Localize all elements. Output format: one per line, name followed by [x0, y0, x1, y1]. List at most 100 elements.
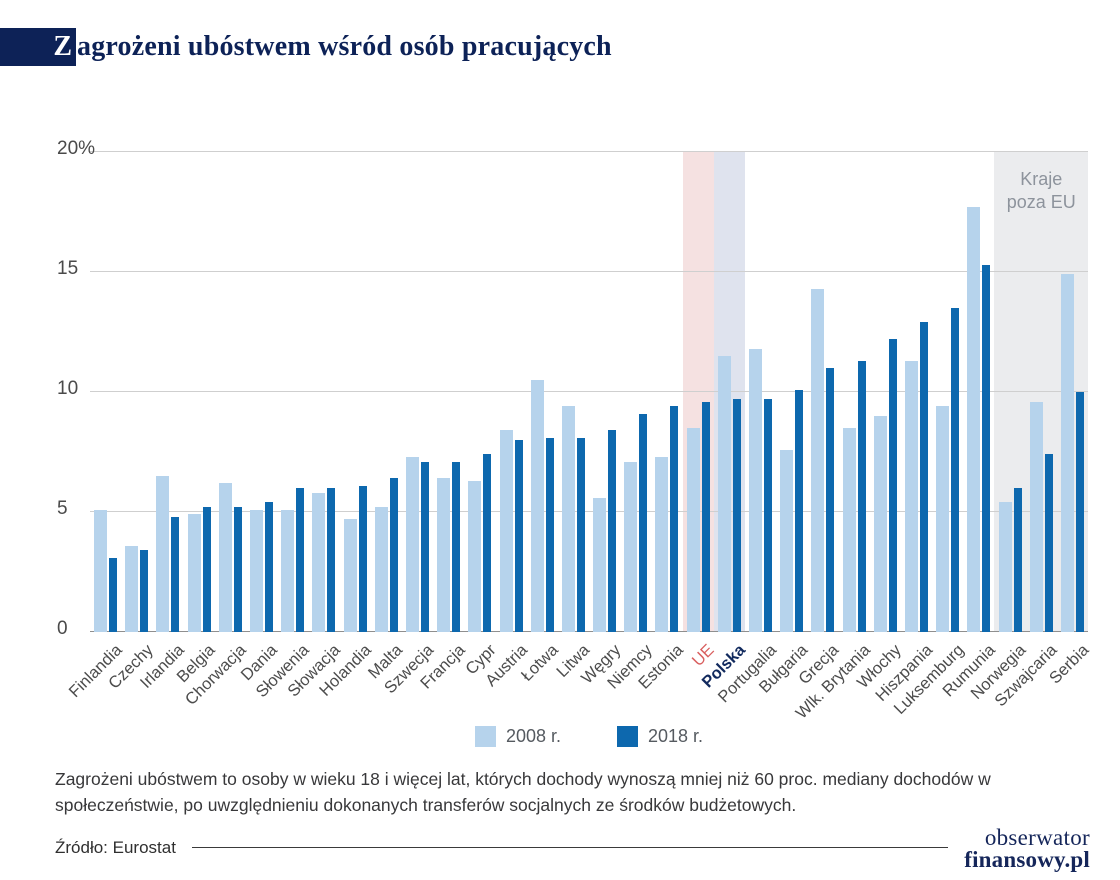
- bar-2018: [732, 399, 741, 632]
- bar-group: Portugalia: [715, 152, 780, 706]
- legend-swatch-2008: [474, 726, 496, 747]
- bar-2008: [904, 360, 918, 632]
- bar-group: Słowacja: [284, 152, 344, 700]
- legend-item-2018: 2018 r.: [617, 726, 703, 747]
- title-accent-block: Z: [0, 28, 76, 66]
- bar-2018: [1013, 488, 1022, 632]
- bar-2008: [998, 502, 1012, 632]
- page-header: Z agrożeni ubóstwem wśród osób pracujący…: [0, 28, 612, 66]
- divider-line: [191, 847, 949, 849]
- bar-2018: [576, 437, 585, 632]
- bar-2008: [187, 514, 201, 632]
- bar-2008: [1029, 401, 1043, 632]
- logo-line2: finansowy.pl: [964, 846, 1090, 872]
- bar-group: Niemcy: [604, 152, 656, 693]
- bar-2008: [374, 507, 388, 632]
- legend-label-2008: 2008 r.: [505, 726, 561, 746]
- bar-group: Chorwacja: [182, 152, 250, 709]
- bar-2018: [1044, 454, 1053, 632]
- chart-legend: 2008 r. 2018 r.: [90, 726, 1088, 747]
- bar-2008: [1060, 274, 1074, 632]
- bar-group: Litwa: [553, 152, 593, 681]
- bar-group: Holandia: [316, 152, 375, 700]
- bar-2008: [125, 545, 139, 632]
- bar-group: Luksemburg: [890, 152, 967, 718]
- bar-2018: [982, 264, 991, 632]
- bar-group: Irlandia: [137, 152, 188, 692]
- logo: obserwator finansowy.pl: [964, 826, 1090, 872]
- bar-group: Bułgaria: [756, 152, 811, 697]
- bar-2018: [327, 488, 336, 632]
- bar-2008: [593, 497, 607, 632]
- bar-2008: [749, 348, 763, 632]
- non-eu-band-label: Kraje poza EU: [1006, 169, 1076, 213]
- bar-2008: [686, 428, 700, 632]
- y-tick-label: 15: [57, 258, 79, 279]
- gridline: 5: [57, 498, 1088, 519]
- bar-group: Rumunia: [939, 152, 999, 700]
- bar-2018: [389, 478, 398, 632]
- bar-2018: [202, 507, 211, 632]
- bar-2008: [561, 406, 575, 632]
- bar-2018: [764, 399, 773, 632]
- x-axis-line: 0: [57, 618, 1088, 639]
- bar-2008: [437, 478, 451, 632]
- bar-2018: [514, 440, 523, 632]
- bar-2018: [545, 437, 554, 632]
- bar-2018: [639, 413, 648, 632]
- bar-2008: [811, 288, 825, 632]
- page-title: agrożeni ubóstwem wśród osób pracujących: [77, 31, 612, 62]
- bar-2018: [857, 360, 866, 632]
- bar-group: Szwecja: [381, 152, 437, 697]
- bar-2008: [873, 416, 887, 632]
- bar-group: Szwajcaria: [992, 152, 1061, 710]
- bar-group: Włochy: [854, 152, 905, 692]
- bar-2008: [655, 456, 669, 632]
- bar-2008: [842, 428, 856, 632]
- bar-2008: [468, 480, 482, 632]
- bar-2008: [936, 406, 950, 632]
- bar-group: Łotwa: [518, 152, 562, 685]
- bar-2018: [888, 339, 897, 632]
- bar-group: Estonia: [635, 152, 687, 693]
- bar-group: Polska: [699, 152, 749, 691]
- legend-swatch-2018: [617, 726, 638, 747]
- bar-group: Dania: [238, 152, 281, 684]
- bar-2018: [233, 507, 242, 632]
- bar-2008: [530, 380, 544, 632]
- bar-2018: [109, 557, 118, 632]
- bar-group: Norwegia: [968, 152, 1030, 703]
- bar-2008: [218, 483, 232, 632]
- bar-2008: [312, 492, 326, 632]
- bar-2008: [156, 476, 170, 632]
- bar-2018: [670, 406, 679, 632]
- bar-group: Cypr: [462, 152, 500, 678]
- bar-2018: [171, 516, 180, 632]
- bar-group: Finlandia: [65, 152, 125, 701]
- bar-group: Grecja: [796, 152, 843, 688]
- footnote: Zagrożeni ubóstwem to osoby w wieku 18 i…: [55, 769, 991, 816]
- bar-2018: [420, 461, 429, 632]
- legend-label-2018: 2018 r.: [648, 726, 704, 746]
- plot-area: Kraje poza EU 20% 15 10 5 0 Finlandia Czechy Irl…: [57, 138, 1092, 722]
- bar-2018: [296, 488, 305, 632]
- bar-2018: [358, 485, 367, 632]
- bar-2008: [343, 519, 357, 632]
- bar-2008: [624, 461, 638, 632]
- bar-2018: [951, 308, 960, 632]
- bar-group: Słowenia: [252, 152, 312, 701]
- legend-item-2008: 2008 r.: [474, 726, 561, 747]
- bar-2008: [780, 449, 794, 632]
- bar-2008: [281, 509, 295, 632]
- bar-group: Francja: [417, 152, 468, 693]
- bar-2018: [608, 430, 617, 632]
- bar-2008: [250, 509, 264, 632]
- bar-group: Malta: [365, 152, 406, 682]
- bar-2008: [967, 207, 981, 632]
- bottom-row: Źródło: Eurostat obserwator finansowy.pl: [55, 826, 1090, 872]
- bar-2018: [452, 461, 461, 632]
- bar-group: Wlk. Brytania: [792, 152, 874, 722]
- gridline: 10: [57, 378, 1088, 399]
- bar-2008: [405, 456, 419, 632]
